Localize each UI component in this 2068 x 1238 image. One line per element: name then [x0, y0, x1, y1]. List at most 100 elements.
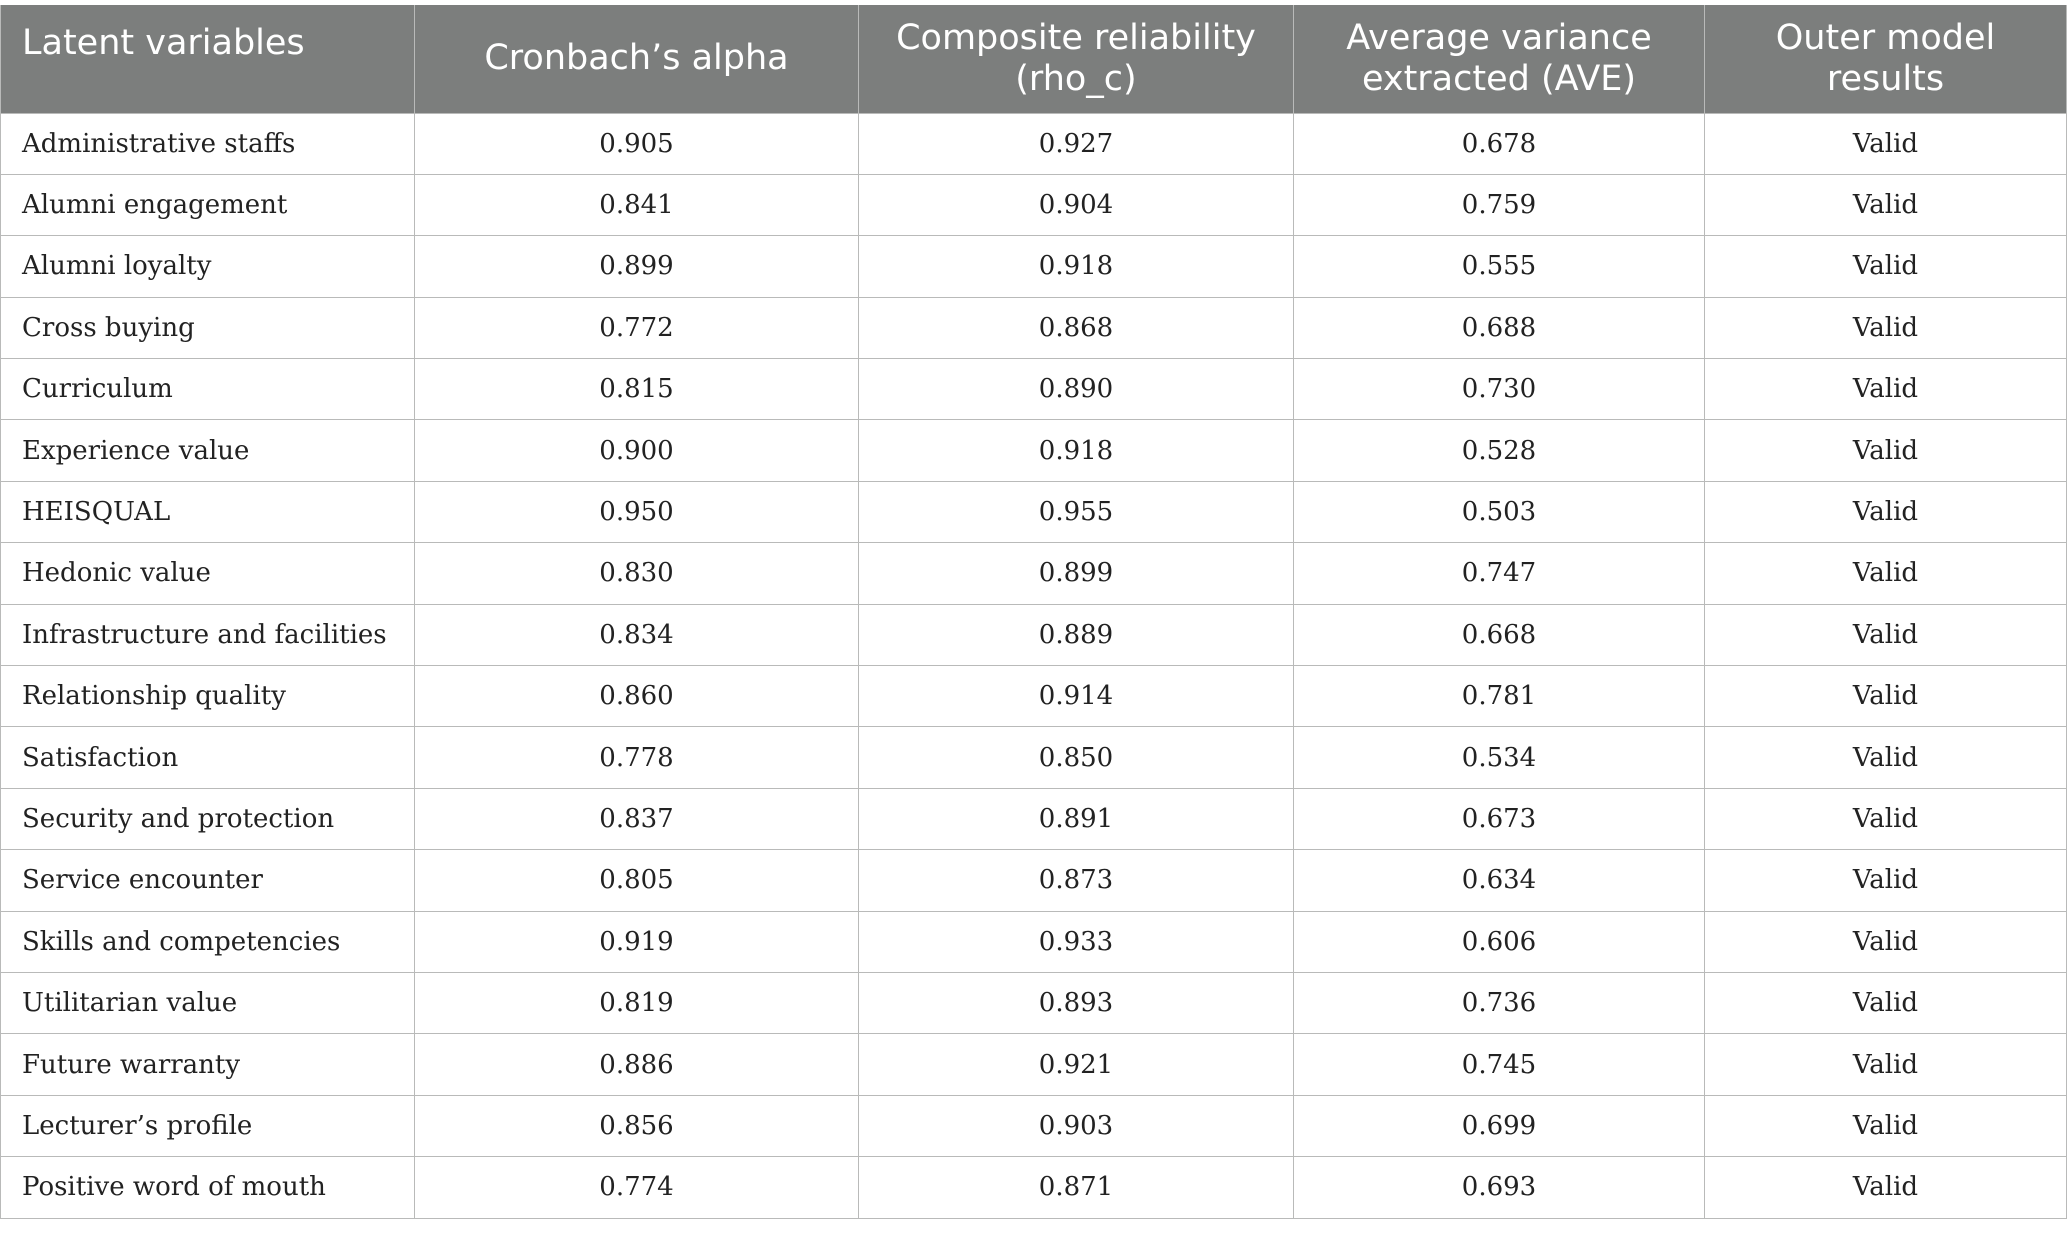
- outer-model-result-cell: Valid: [1704, 419, 2067, 482]
- table-row: Relationship quality 0.860 0.914 0.781 Valid: [0, 665, 2067, 728]
- composite-reliability-cell: 0.891: [858, 787, 1294, 851]
- cronbachs-alpha-cell: 0.900: [414, 419, 859, 482]
- composite-reliability-cell: 0.868: [858, 296, 1294, 360]
- outer-model-result-cell: Valid: [1704, 849, 2067, 912]
- table-row: Satisfaction 0.778 0.850 0.534 Valid: [0, 726, 2067, 789]
- ave-cell: 0.759: [1293, 173, 1705, 237]
- outer-model-result-cell: Valid: [1704, 787, 2067, 851]
- outer-model-result-cell: Valid: [1704, 112, 2067, 175]
- cronbachs-alpha-cell: 0.841: [414, 173, 859, 237]
- latent-variable-cell: Infrastructure and facilities: [0, 603, 415, 667]
- latent-variable-cell: Service encounter: [0, 849, 415, 912]
- composite-reliability-cell: 0.921: [858, 1033, 1294, 1096]
- table-row: Hedonic value 0.830 0.899 0.747 Valid: [0, 542, 2067, 605]
- header-cronbachs-alpha: Cronbach’s alpha: [414, 5, 859, 113]
- ave-cell: 0.528: [1293, 419, 1705, 482]
- outer-model-result-cell: Valid: [1704, 235, 2067, 298]
- outer-model-result-cell: Valid: [1704, 910, 2067, 973]
- cronbachs-alpha-cell: 0.837: [414, 787, 859, 851]
- ave-cell: 0.634: [1293, 849, 1705, 912]
- table-row: Future warranty 0.886 0.921 0.745 Valid: [0, 1033, 2067, 1096]
- outer-model-result-cell: Valid: [1704, 665, 2067, 728]
- cronbachs-alpha-cell: 0.919: [414, 910, 859, 973]
- latent-variable-cell: Satisfaction: [0, 726, 415, 789]
- table-header: Latent variables Cronbach’s alpha Compos…: [0, 5, 2067, 113]
- composite-reliability-cell: 0.871: [858, 1156, 1294, 1219]
- table-row: Cross buying 0.772 0.868 0.688 Valid: [0, 296, 2067, 360]
- cronbachs-alpha-cell: 0.950: [414, 480, 859, 544]
- table-row: Experience value 0.900 0.918 0.528 Valid: [0, 419, 2067, 482]
- latent-variable-cell: Alumni engagement: [0, 173, 415, 237]
- outer-model-result-cell: Valid: [1704, 1094, 2067, 1158]
- cronbachs-alpha-cell: 0.886: [414, 1033, 859, 1096]
- table-row: Lecturer’s profile 0.856 0.903 0.699 Valid: [0, 1094, 2067, 1158]
- cronbachs-alpha-cell: 0.805: [414, 849, 859, 912]
- ave-cell: 0.693: [1293, 1156, 1705, 1219]
- composite-reliability-cell: 0.904: [858, 173, 1294, 237]
- cronbachs-alpha-cell: 0.856: [414, 1094, 859, 1158]
- cronbachs-alpha-cell: 0.815: [414, 358, 859, 421]
- ave-cell: 0.606: [1293, 910, 1705, 973]
- cronbachs-alpha-cell: 0.899: [414, 235, 859, 298]
- header-row: Latent variables Cronbach’s alpha Compos…: [0, 5, 2067, 113]
- composite-reliability-cell: 0.914: [858, 665, 1294, 728]
- latent-variable-cell: Relationship quality: [0, 665, 415, 728]
- ave-cell: 0.699: [1293, 1094, 1705, 1158]
- cronbachs-alpha-cell: 0.774: [414, 1156, 859, 1219]
- composite-reliability-cell: 0.918: [858, 419, 1294, 482]
- latent-variable-cell: Cross buying: [0, 296, 415, 360]
- reliability-validity-table: Latent variables Cronbach’s alpha Compos…: [0, 5, 2067, 1219]
- outer-model-result-cell: Valid: [1704, 726, 2067, 789]
- latent-variable-cell: Alumni loyalty: [0, 235, 415, 298]
- ave-cell: 0.534: [1293, 726, 1705, 789]
- table-row: Skills and competencies 0.919 0.933 0.606 Va…: [0, 910, 2067, 973]
- ave-cell: 0.736: [1293, 971, 1705, 1035]
- latent-variable-cell: Hedonic value: [0, 542, 415, 605]
- composite-reliability-cell: 0.927: [858, 112, 1294, 175]
- table-row: HEISQUAL 0.950 0.955 0.503 Valid: [0, 480, 2067, 544]
- outer-model-result-cell: Valid: [1704, 542, 2067, 605]
- latent-variable-cell: Utilitarian value: [0, 971, 415, 1035]
- composite-reliability-cell: 0.918: [858, 235, 1294, 298]
- table-row: Positive word of mouth 0.774 0.871 0.693 Val…: [0, 1156, 2067, 1219]
- latent-variable-cell: Experience value: [0, 419, 415, 482]
- ave-cell: 0.781: [1293, 665, 1705, 728]
- table-row: Infrastructure and facilities 0.834 0.889 0…: [0, 603, 2067, 667]
- composite-reliability-cell: 0.899: [858, 542, 1294, 605]
- latent-variable-cell: HEISQUAL: [0, 480, 415, 544]
- outer-model-result-cell: Valid: [1704, 1156, 2067, 1219]
- header-latent-variables: Latent variables: [0, 5, 415, 113]
- composite-reliability-cell: 0.890: [858, 358, 1294, 421]
- ave-cell: 0.745: [1293, 1033, 1705, 1096]
- cronbachs-alpha-cell: 0.819: [414, 971, 859, 1035]
- outer-model-result-cell: Valid: [1704, 603, 2067, 667]
- composite-reliability-cell: 0.889: [858, 603, 1294, 667]
- composite-reliability-cell: 0.850: [858, 726, 1294, 789]
- outer-model-result-cell: Valid: [1704, 358, 2067, 421]
- cronbachs-alpha-cell: 0.905: [414, 112, 859, 175]
- latent-variable-cell: Skills and competencies: [0, 910, 415, 973]
- latent-variable-cell: Security and protection: [0, 787, 415, 851]
- table-row: Service encounter 0.805 0.873 0.634 Valid: [0, 849, 2067, 912]
- table-row: Alumni loyalty 0.899 0.918 0.555 Valid: [0, 235, 2067, 298]
- outer-model-result-cell: Valid: [1704, 1033, 2067, 1096]
- ave-cell: 0.678: [1293, 112, 1705, 175]
- results-table-container: Latent variables Cronbach’s alpha Compos…: [0, 5, 2068, 1219]
- outer-model-result-cell: Valid: [1704, 296, 2067, 360]
- cronbachs-alpha-cell: 0.778: [414, 726, 859, 789]
- header-outer-model-results: Outer model results: [1704, 5, 2067, 113]
- composite-reliability-cell: 0.893: [858, 971, 1294, 1035]
- cronbachs-alpha-cell: 0.834: [414, 603, 859, 667]
- header-average-variance-extracted: Average variance extracted (AVE): [1293, 5, 1705, 113]
- outer-model-result-cell: Valid: [1704, 173, 2067, 237]
- outer-model-result-cell: Valid: [1704, 971, 2067, 1035]
- latent-variable-cell: Positive word of mouth: [0, 1156, 415, 1219]
- table-row: Administrative staffs 0.905 0.927 0.678 Vali…: [0, 112, 2067, 175]
- composite-reliability-cell: 0.903: [858, 1094, 1294, 1158]
- table-body: Administrative staffs 0.905 0.927 0.678 Vali…: [0, 112, 2067, 1219]
- table-row: Security and protection 0.837 0.891 0.673 Va…: [0, 787, 2067, 851]
- ave-cell: 0.503: [1293, 480, 1705, 544]
- cronbachs-alpha-cell: 0.772: [414, 296, 859, 360]
- table-row: Utilitarian value 0.819 0.893 0.736 Valid: [0, 971, 2067, 1035]
- table-row: Alumni engagement 0.841 0.904 0.759 Valid: [0, 173, 2067, 237]
